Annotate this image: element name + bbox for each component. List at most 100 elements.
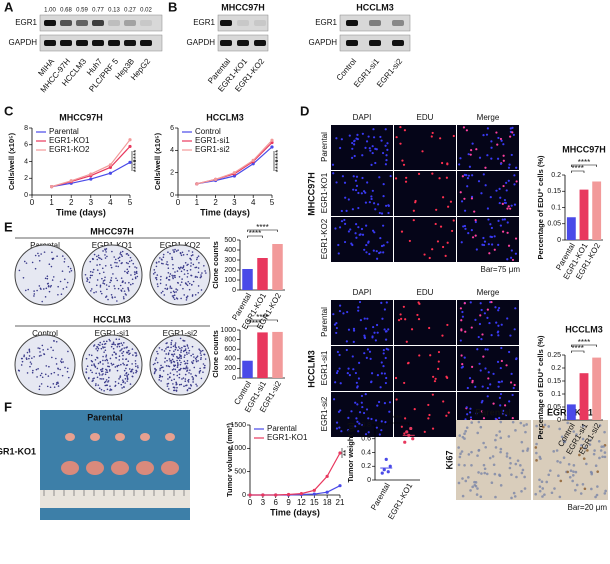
y-tick-label: 4 xyxy=(170,147,174,154)
colony xyxy=(190,354,192,357)
cell xyxy=(352,340,355,343)
cell xyxy=(436,240,440,243)
panel-letter: C xyxy=(4,103,14,118)
colony xyxy=(91,371,93,374)
cell xyxy=(486,395,489,398)
cell xyxy=(364,393,367,396)
colony xyxy=(101,367,104,370)
significance: **** xyxy=(249,229,261,238)
cell xyxy=(337,243,340,247)
sig-bracket xyxy=(247,229,278,232)
legend-label: EGR1-KO1 xyxy=(267,433,308,442)
colony xyxy=(171,276,174,278)
nucleus xyxy=(559,479,563,483)
colony xyxy=(183,340,185,342)
nucleus xyxy=(552,450,556,453)
cell xyxy=(357,191,360,195)
nucleus xyxy=(463,464,466,467)
colony xyxy=(158,379,160,381)
cell xyxy=(496,157,500,160)
nucleus xyxy=(498,430,502,433)
colony xyxy=(59,368,61,371)
y-tick-label: 6 xyxy=(170,125,174,132)
colony xyxy=(89,276,92,279)
cell xyxy=(463,302,466,305)
colony xyxy=(115,353,117,356)
cell xyxy=(468,377,472,380)
bar xyxy=(242,269,253,290)
colony xyxy=(105,340,108,343)
colony xyxy=(154,362,156,365)
colony xyxy=(66,370,69,373)
cell xyxy=(338,226,342,229)
marker xyxy=(128,160,132,164)
cell xyxy=(482,134,485,137)
colony xyxy=(92,271,94,273)
significance: **** xyxy=(571,344,583,353)
colony xyxy=(67,367,69,370)
colony xyxy=(131,375,134,378)
cell xyxy=(363,352,366,355)
nucleus xyxy=(511,420,515,424)
colony xyxy=(164,357,167,360)
colony xyxy=(191,251,194,253)
x-tick-label: 4 xyxy=(108,198,113,207)
nucleus xyxy=(535,424,538,428)
cell xyxy=(501,412,504,416)
cell xyxy=(464,418,467,421)
cell xyxy=(504,201,507,204)
cell xyxy=(431,393,434,396)
cell xyxy=(418,354,421,357)
y-tick-label: 0.1 xyxy=(551,391,561,398)
cell xyxy=(402,163,406,166)
colony xyxy=(187,280,190,283)
cell xyxy=(511,258,515,262)
cell xyxy=(477,335,480,339)
legend-label: Control xyxy=(195,127,221,136)
band xyxy=(124,20,136,26)
colony xyxy=(134,360,137,362)
colony xyxy=(156,350,158,353)
colony xyxy=(155,278,158,281)
cell xyxy=(370,380,373,383)
nucleus xyxy=(470,421,474,424)
cell xyxy=(360,423,364,427)
colony xyxy=(194,357,197,360)
colony xyxy=(57,368,60,370)
colony xyxy=(96,349,99,352)
cell xyxy=(500,359,503,363)
cell xyxy=(375,323,379,327)
cell xyxy=(503,404,507,407)
cell xyxy=(355,184,359,187)
cell xyxy=(372,325,375,329)
cell xyxy=(365,408,369,411)
nucleus xyxy=(495,433,498,437)
colony xyxy=(168,275,171,278)
cell xyxy=(362,411,366,415)
nucleus xyxy=(457,463,461,467)
colony xyxy=(200,289,203,291)
colony xyxy=(186,369,189,371)
colony xyxy=(131,278,134,281)
colony xyxy=(199,349,201,352)
cell xyxy=(486,207,490,210)
cell xyxy=(484,166,487,169)
nucleus xyxy=(557,474,560,478)
cell xyxy=(475,148,478,151)
colony xyxy=(121,250,124,253)
colony xyxy=(59,280,62,283)
colony xyxy=(192,263,195,266)
colony xyxy=(123,297,125,300)
colony xyxy=(182,254,185,256)
colony xyxy=(61,270,64,272)
sig-bracket xyxy=(571,164,597,167)
colony xyxy=(181,378,183,380)
cell xyxy=(368,252,371,256)
cell xyxy=(497,309,500,312)
colony xyxy=(173,350,175,353)
colony xyxy=(96,255,98,258)
cell xyxy=(335,421,339,424)
cell xyxy=(471,174,474,177)
cell xyxy=(365,251,368,254)
cell xyxy=(358,361,361,364)
